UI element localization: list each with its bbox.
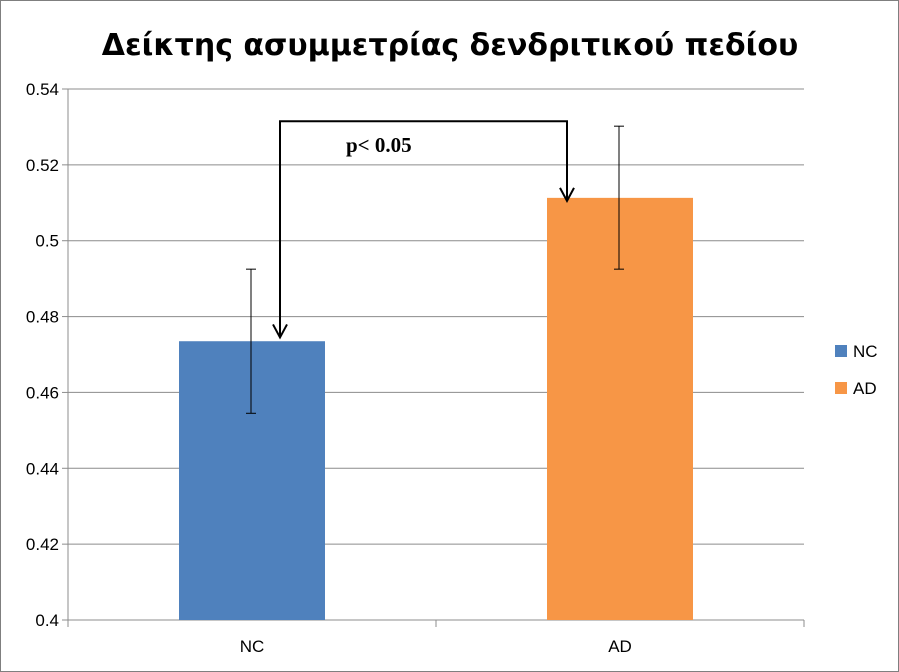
y-tick-label: 0.42	[26, 535, 59, 554]
bars	[179, 197, 693, 621]
chart-title: Δείκτης ασυμμετρίας δενδριτικού πεδίου	[102, 28, 798, 63]
bar-ad	[547, 197, 693, 621]
gridlines	[68, 88, 804, 545]
bar-nc	[179, 341, 325, 620]
y-tick-label: 0.5	[35, 232, 59, 251]
significance-label: p< 0.05	[346, 133, 412, 157]
y-tick-label: 0.46	[26, 383, 59, 402]
legend-swatch-ad	[835, 382, 847, 394]
legend: NC AD	[835, 342, 878, 398]
y-tick-label: 0.44	[26, 459, 59, 478]
significance-bracket	[279, 120, 568, 338]
arrowhead-ad	[559, 187, 575, 203]
legend-label: AD	[853, 379, 877, 398]
error-bars	[246, 125, 624, 414]
x-tick-label: NC	[240, 637, 265, 656]
y-tick-label: 0.52	[26, 156, 59, 175]
arrowhead-nc	[272, 323, 288, 340]
y-tick-label: 0.54	[26, 80, 59, 99]
legend-label: NC	[853, 342, 878, 361]
significance-annotation: p< 0.05	[272, 120, 575, 340]
y-tick-label: 0.4	[35, 611, 59, 630]
x-tick-label: AD	[608, 637, 632, 656]
legend-swatch-nc	[835, 345, 847, 357]
y-tick-label: 0.48	[26, 308, 59, 327]
